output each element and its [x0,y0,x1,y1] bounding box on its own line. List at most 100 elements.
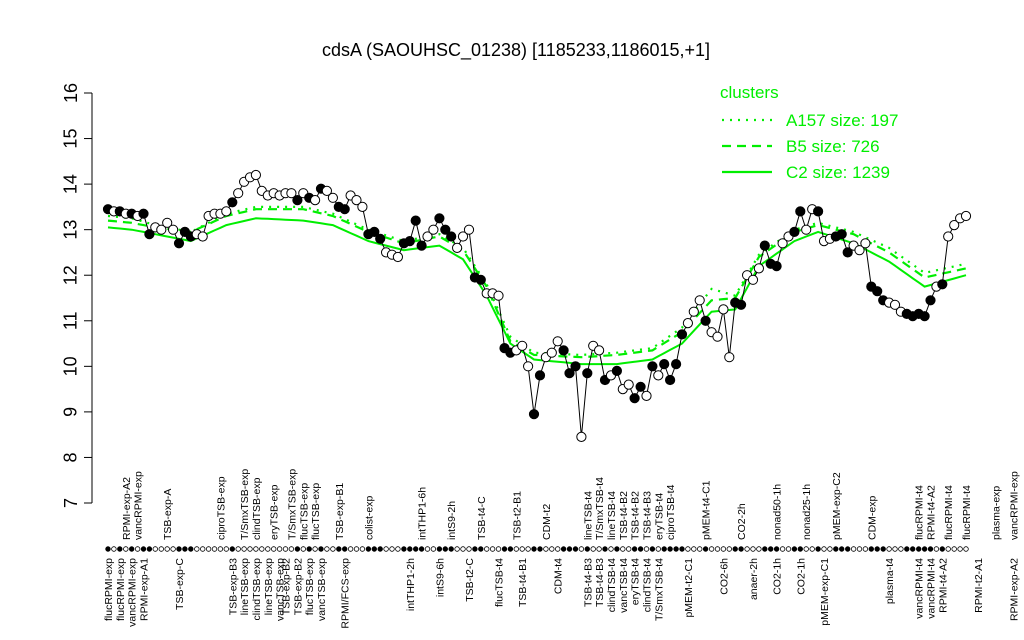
observed-point [493,290,504,301]
observed-point [404,236,415,247]
observed-point [428,224,439,235]
strip-dot [247,546,253,552]
strip-dot [448,546,454,552]
sample-label: flucTSB-t4 [494,558,506,607]
sample-label: TSB-t2-C [464,558,476,602]
observed-point [369,226,380,237]
strip-dot [578,546,585,552]
y-tick-label: 13 [61,220,81,240]
observed-point [724,352,735,363]
strip-dot [306,546,312,552]
strip-dot [478,546,484,552]
observed-point [327,192,338,203]
sample-label: eryTSB-t4 [630,558,642,605]
strip-dot [850,546,857,552]
strip-dot [643,546,650,552]
strip-dot [631,546,638,552]
y-axis: 7 8 9 10 11 12 13 14 15 16 [61,83,93,508]
observed-point [422,231,433,242]
strip-dot [182,546,188,552]
observed-point [671,359,682,370]
top-sample-labels: RPMI-exp-A2 vancRPMI-exp TSB-exp-A ciproTSB… [121,469,1021,540]
observed-point [789,226,800,237]
strip-dot [353,546,360,552]
strip-dot [555,546,561,552]
strip-dot [768,546,774,552]
observed-point [392,251,403,263]
sample-label: T/SmxTSB-exp [286,469,298,540]
strip-dot [259,546,265,552]
sample-label: vancRPMI-t4 [914,558,926,619]
cluster-line-dotted [107,205,967,357]
strip-dot [407,546,413,552]
sample-label: RPMI-exp-A2 [121,477,133,540]
sample-label: intS9-2h [446,501,458,540]
sample-label: RPMI-exp-A2 [1008,558,1020,621]
observed-point [960,210,972,222]
sample-label: colist-exp [363,495,375,540]
strip-dot [744,546,750,552]
strip-dot [880,546,886,552]
sample-label: vancRPMI-exp [127,558,139,627]
strip-dot [472,546,478,552]
cluster-line-solid [107,217,967,366]
strip-dot [395,546,401,552]
observed-point [682,318,694,329]
strip-dot [910,546,916,552]
sample-label: RPMI-t4-A2 [937,558,949,613]
strip-dot [596,546,602,552]
y-tick-label: 10 [61,356,81,376]
strip-dot [951,546,957,552]
strip-dot [945,546,951,552]
strip-dot [531,546,537,552]
observed-point [854,245,865,256]
sample-label: vancTSB-t4 [618,558,630,613]
sample-label: flucTSB-exp [304,558,316,615]
sample-label: pMEM-exp-C2 [831,472,843,540]
observed-point [937,279,948,290]
observed-point [736,299,747,310]
strip-dot [413,546,419,552]
strip-dot [235,546,241,552]
observed-point [534,370,546,381]
strip-dot [194,546,200,552]
observed-point [138,208,149,219]
strip-dot [223,546,229,552]
strip-dot [460,546,466,552]
strip-dot [318,546,324,552]
strip-dot [495,546,502,552]
strip-dot [584,546,590,552]
sample-label: CDM-t2 [541,504,553,540]
strip-dot [702,546,709,552]
strip-dot [336,546,342,552]
sample-label: CDM-exp [866,496,878,540]
sample-label: RPMI-t4-A2 [925,485,937,540]
legend-entry-label: B5 size: 726 [786,137,880,156]
sample-label: vancRPMI-exp [1008,471,1020,540]
strip-dot [916,546,922,552]
sample-label: vancTSB-exp [275,558,287,621]
sample-label: TSB-t4-B1 [517,558,529,607]
strip-dot [803,546,809,552]
observed-point [375,233,386,244]
strip-dot [164,546,170,552]
strip-dot [732,546,738,552]
observed-point [351,195,362,206]
sample-label: intS9-6h [434,558,446,597]
sample-label: pMEM-t2-C1 [683,558,695,618]
y-tick-label: 12 [61,265,81,285]
observed-point [582,368,593,379]
sample-label: TSB-t4-B3 [641,491,653,540]
sample-label: flucRPMI-t4 [914,485,926,540]
sample-label: ciproTSB-exp [215,476,227,540]
observed-point [712,331,723,342]
y-tick-label: 7 [61,498,81,508]
strip-dot [365,546,372,552]
sample-label: TSB-exp-B1 [334,483,346,540]
strip-dot [637,546,644,552]
strip-dot [762,546,768,552]
strip-dot [371,546,377,552]
strip-dot [797,546,803,552]
sample-label: vancTSB-exp [316,558,328,621]
strip-dot [697,546,703,552]
